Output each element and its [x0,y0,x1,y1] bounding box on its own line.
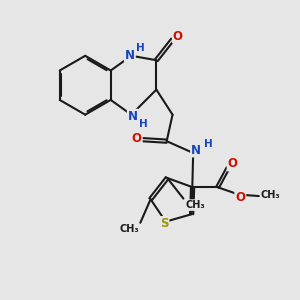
Text: CH₃: CH₃ [261,190,280,200]
Text: H: H [136,43,145,52]
Text: S: S [160,217,169,230]
Text: O: O [173,30,183,43]
Text: CH₃: CH₃ [186,200,206,210]
Text: O: O [235,191,245,204]
Text: O: O [228,158,238,170]
Text: N: N [125,49,135,62]
Text: N: N [128,110,138,123]
Text: N: N [191,143,201,157]
Text: H: H [204,139,213,149]
Text: O: O [132,132,142,145]
Text: H: H [139,119,148,129]
Text: CH₃: CH₃ [119,224,139,234]
